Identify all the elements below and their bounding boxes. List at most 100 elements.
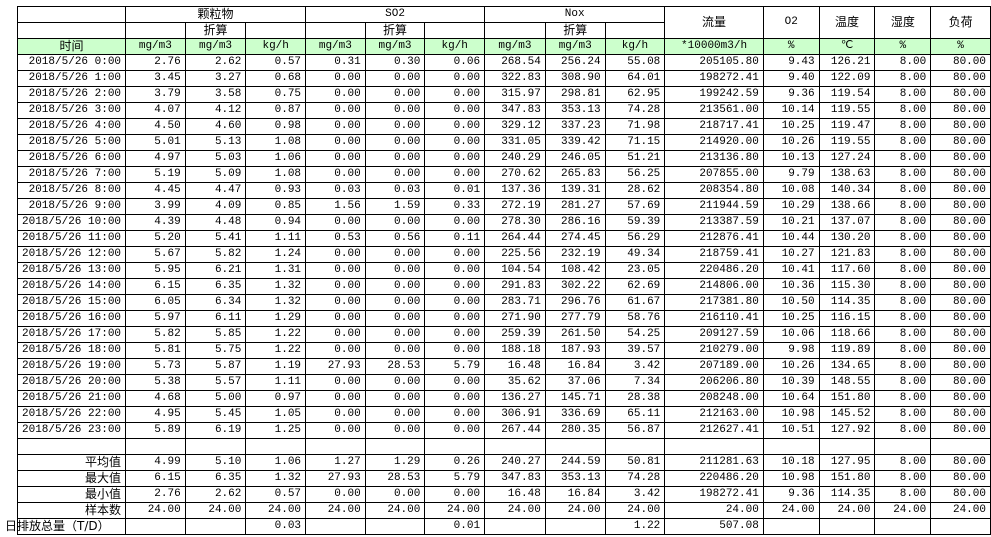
summary-value: 1.29 [364,454,426,471]
summary-value: 24.00 [125,502,186,519]
value-cell: 118.66 [818,326,876,343]
value-cell: 10.14 [762,102,820,119]
summary-value: 24.00 [184,502,247,519]
summary-value [930,518,991,535]
value-cell: 16.84 [544,358,606,375]
value-cell: 5.38 [125,374,186,391]
value-cell: 1.08 [245,166,307,183]
value-cell: 0.00 [364,86,426,103]
value-cell: 212876.41 [664,230,764,247]
value-cell: 5.87 [184,358,247,375]
value-cell: 0.06 [424,54,486,71]
value-cell: 80.00 [930,182,991,199]
summary-value: 80.00 [930,486,991,503]
value-cell: 8.00 [874,150,932,167]
unit-cell: mg/m3 [484,38,546,55]
value-cell: 6.21 [184,262,247,279]
table-row: 2018/5/26 17:00 5.82 5.85 1.22 0.00 0.00 0.00 2… [16,326,991,343]
summary-value: 127.95 [818,454,876,471]
value-cell: 3.99 [125,198,186,215]
value-cell: 213136.80 [664,150,764,167]
time-cell: 2018/5/26 13:00 [16,262,127,279]
value-cell: 80.00 [930,406,991,423]
value-cell: 0.33 [424,198,486,215]
value-cell: 281.27 [544,198,606,215]
value-cell: 5.03 [184,150,247,167]
value-cell: 188.18 [484,342,546,359]
summary-value [184,518,247,535]
value-cell: 23.05 [604,262,666,279]
value-cell: 8.00 [874,166,932,183]
unit-cell: mg/m3 [364,38,426,55]
value-cell: 8.00 [874,86,932,103]
blank-cell [245,22,307,39]
table-row: 2018/5/26 14:00 6.15 6.35 1.32 0.00 0.00 0.00 2… [16,278,991,295]
value-cell: 213387.59 [664,214,764,231]
value-cell: 4.97 [125,150,186,167]
summary-value: 8.00 [874,454,932,471]
value-cell: 8.00 [874,262,932,279]
table-row: 2018/5/26 0:00 2.76 2.62 0.57 0.31 0.30 0.06 26… [16,54,991,71]
value-cell: 4.60 [184,118,247,135]
table-row: 2018/5/26 12:00 5.67 5.82 1.24 0.00 0.00 0.00 2… [16,246,991,263]
value-cell: 117.60 [818,262,876,279]
value-cell: 322.83 [484,70,546,87]
blank-cell [874,438,932,455]
value-cell: 137.07 [818,214,876,231]
value-cell: 119.54 [818,86,876,103]
table-row: 2018/5/26 3:00 4.07 4.12 0.87 0.00 0.00 0.00 34… [16,102,991,119]
value-cell: 208354.80 [664,182,764,199]
summary-value: 6.35 [184,470,247,487]
value-cell: 0.57 [245,54,307,71]
summary-value: 0.00 [305,486,366,503]
blank-cell [484,438,546,455]
value-cell: 5.19 [125,166,186,183]
value-cell: 271.90 [484,310,546,327]
summary-label: 平均值 [16,454,127,471]
value-cell: 80.00 [930,54,991,71]
value-cell: 214920.00 [664,134,764,151]
value-cell: 337.23 [544,118,606,135]
value-cell: 0.31 [305,54,366,71]
value-cell: 232.19 [544,246,606,263]
unit-cell: ℃ [818,38,876,55]
summary-value: 74.28 [604,470,666,487]
summary-value: 80.00 [930,470,991,487]
value-cell: 5.09 [184,166,247,183]
time-cell: 2018/5/26 12:00 [16,246,127,263]
value-cell: 9.79 [762,166,820,183]
value-cell: 246.05 [544,150,606,167]
time-cell: 2018/5/26 6:00 [16,150,127,167]
value-cell: 209127.59 [664,326,764,343]
value-cell: 7.34 [604,374,666,391]
value-cell: 0.30 [364,54,426,71]
value-cell: 80.00 [930,246,991,263]
summary-value: 220486.20 [664,470,764,487]
value-cell: 5.95 [125,262,186,279]
value-cell: 108.42 [544,262,606,279]
value-cell: 283.71 [484,294,546,311]
value-cell: 0.00 [305,278,366,295]
summary-value: 5.79 [424,470,486,487]
value-cell: 1.22 [245,342,307,359]
value-cell: 6.15 [125,278,186,295]
table-row: 2018/5/26 10:00 4.39 4.48 0.94 0.00 0.00 0.00 2… [16,214,991,231]
value-cell: 0.00 [364,262,426,279]
summary-value: 0.03 [245,518,307,535]
value-cell: 0.00 [305,294,366,311]
summary-value: 8.00 [874,486,932,503]
value-cell: 5.82 [125,326,186,343]
value-cell: 0.00 [305,166,366,183]
value-cell: 80.00 [930,278,991,295]
value-cell: 6.35 [184,278,247,295]
value-cell: 8.00 [874,294,932,311]
value-cell: 8.00 [874,246,932,263]
value-cell: 8.00 [874,358,932,375]
summary-value: 10.98 [762,470,820,487]
value-cell: 9.43 [762,54,820,71]
value-cell: 0.00 [364,390,426,407]
value-cell: 3.42 [604,358,666,375]
time-cell: 2018/5/26 9:00 [16,198,127,215]
summary-value: 211281.63 [664,454,764,471]
value-cell: 207189.00 [664,358,764,375]
